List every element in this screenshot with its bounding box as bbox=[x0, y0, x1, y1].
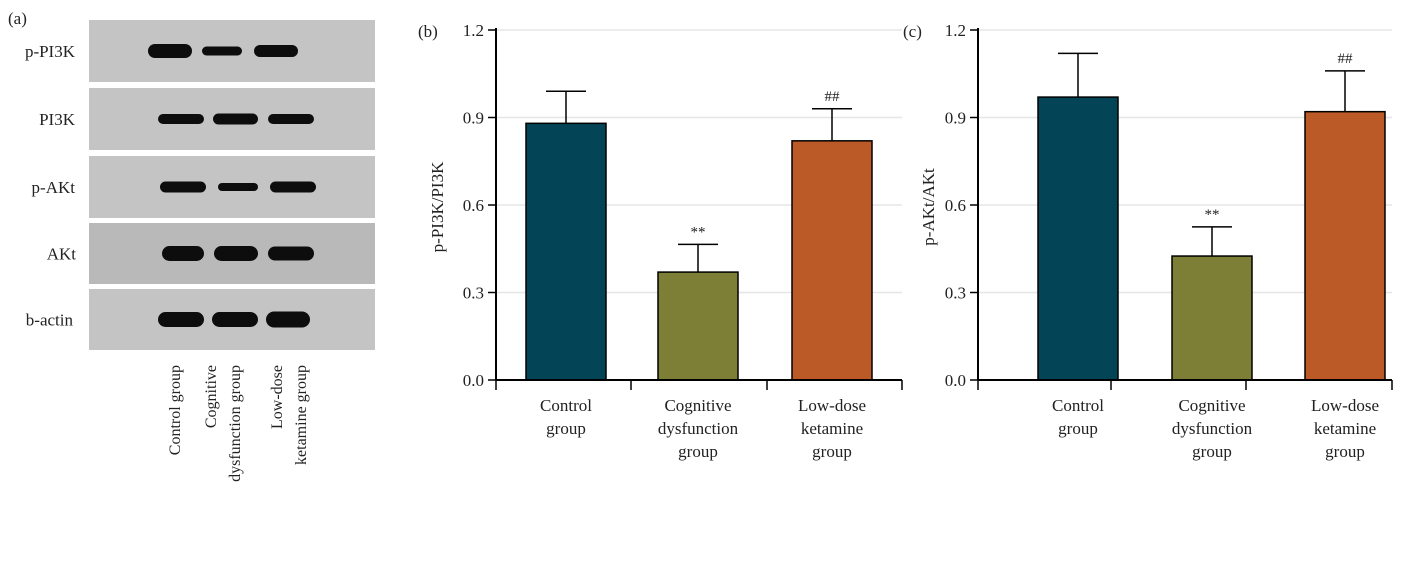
blot-row-label: AKt bbox=[47, 245, 77, 264]
x-tick-label: group bbox=[546, 419, 586, 438]
charts: (b) 0.0 0.3 0.6 0.9 1.2 p-PI3K/PI3K Control grou… bbox=[418, 21, 1393, 461]
x-tick-label: Control bbox=[540, 396, 592, 415]
bar-chart-b: (b) 0.0 0.3 0.6 0.9 1.2 p-PI3K/PI3K Control grou… bbox=[418, 21, 903, 461]
protein-band bbox=[214, 246, 258, 261]
panel-label: (c) bbox=[903, 22, 922, 41]
protein-band bbox=[266, 311, 310, 328]
x-tick-label: group bbox=[812, 442, 852, 461]
x-tick-label: ketamine bbox=[1314, 419, 1376, 438]
bar bbox=[657, 271, 739, 381]
lane-label: Low-dose bbox=[269, 365, 286, 429]
bar bbox=[791, 140, 873, 381]
y-tick-label: 0.0 bbox=[463, 371, 484, 390]
x-tick-label: group bbox=[678, 442, 718, 461]
protein-band bbox=[213, 113, 258, 125]
bar bbox=[525, 122, 607, 381]
western-blot-panel: (a) p-PI3K PI3K p-AKt AKt b-actin Control gro… bbox=[8, 9, 375, 482]
y-tick-label: 0.9 bbox=[945, 109, 966, 128]
y-tick-label: 0.3 bbox=[463, 284, 484, 303]
protein-band bbox=[218, 183, 258, 191]
y-tick-label: 0.0 bbox=[945, 371, 966, 390]
y-tick-label: 0.6 bbox=[463, 196, 484, 215]
x-tick-label: Low-dose bbox=[798, 396, 866, 415]
y-axis-label: p-AKt/AKt bbox=[919, 168, 938, 246]
x-tick-label: Low-dose bbox=[1311, 396, 1379, 415]
bar bbox=[1037, 96, 1119, 381]
protein-band bbox=[162, 246, 204, 261]
protein-band bbox=[268, 114, 314, 124]
protein-band bbox=[158, 312, 204, 327]
protein-band bbox=[202, 46, 242, 56]
y-tick-label: 0.3 bbox=[945, 284, 966, 303]
protein-band bbox=[270, 181, 316, 193]
y-tick-label: 0.9 bbox=[463, 109, 484, 128]
x-tick-label: dysfunction bbox=[658, 419, 739, 438]
panel-label: (b) bbox=[418, 22, 438, 41]
y-axis-label: p-PI3K/PI3K bbox=[428, 161, 447, 252]
y-tick-label: 0.6 bbox=[945, 196, 966, 215]
lane-label: dysfunction group bbox=[227, 365, 244, 482]
blot-row-label: p-AKt bbox=[32, 178, 76, 197]
lane-label: ketamine group bbox=[293, 365, 310, 465]
protein-band bbox=[158, 114, 204, 124]
protein-band bbox=[268, 246, 314, 261]
significance-marker: ## bbox=[1338, 51, 1354, 67]
x-tick-label: Cognitive bbox=[1178, 396, 1245, 415]
protein-band bbox=[160, 181, 206, 193]
significance-marker: ** bbox=[1205, 207, 1220, 223]
panel-label-a: (a) bbox=[8, 9, 27, 28]
blot-row-label: p-PI3K bbox=[25, 42, 76, 61]
protein-band bbox=[254, 45, 298, 57]
significance-marker: ## bbox=[825, 89, 841, 105]
significance-marker: ** bbox=[691, 224, 706, 240]
x-tick-label: group bbox=[1325, 442, 1365, 461]
x-tick-label: group bbox=[1192, 442, 1232, 461]
bar bbox=[1304, 110, 1386, 381]
x-tick-label: Control bbox=[1052, 396, 1104, 415]
lane-label: Cognitive bbox=[203, 365, 220, 428]
bar bbox=[1171, 255, 1253, 381]
blot-row-label: b-actin bbox=[26, 311, 74, 330]
x-tick-label: ketamine bbox=[801, 419, 863, 438]
x-tick-label: Cognitive bbox=[664, 396, 731, 415]
x-tick-label: dysfunction bbox=[1172, 419, 1253, 438]
protein-band bbox=[148, 44, 192, 58]
y-tick-label: 1.2 bbox=[463, 21, 484, 40]
lane-label: Control group bbox=[167, 365, 184, 455]
x-tick-label: group bbox=[1058, 419, 1098, 438]
blot-row-label: PI3K bbox=[39, 110, 76, 129]
y-tick-label: 1.2 bbox=[945, 21, 966, 40]
bar-chart-c: (c) 0.0 0.3 0.6 0.9 1.2 p-AKt/AKt Control group *… bbox=[903, 21, 1393, 461]
protein-band bbox=[212, 312, 258, 327]
